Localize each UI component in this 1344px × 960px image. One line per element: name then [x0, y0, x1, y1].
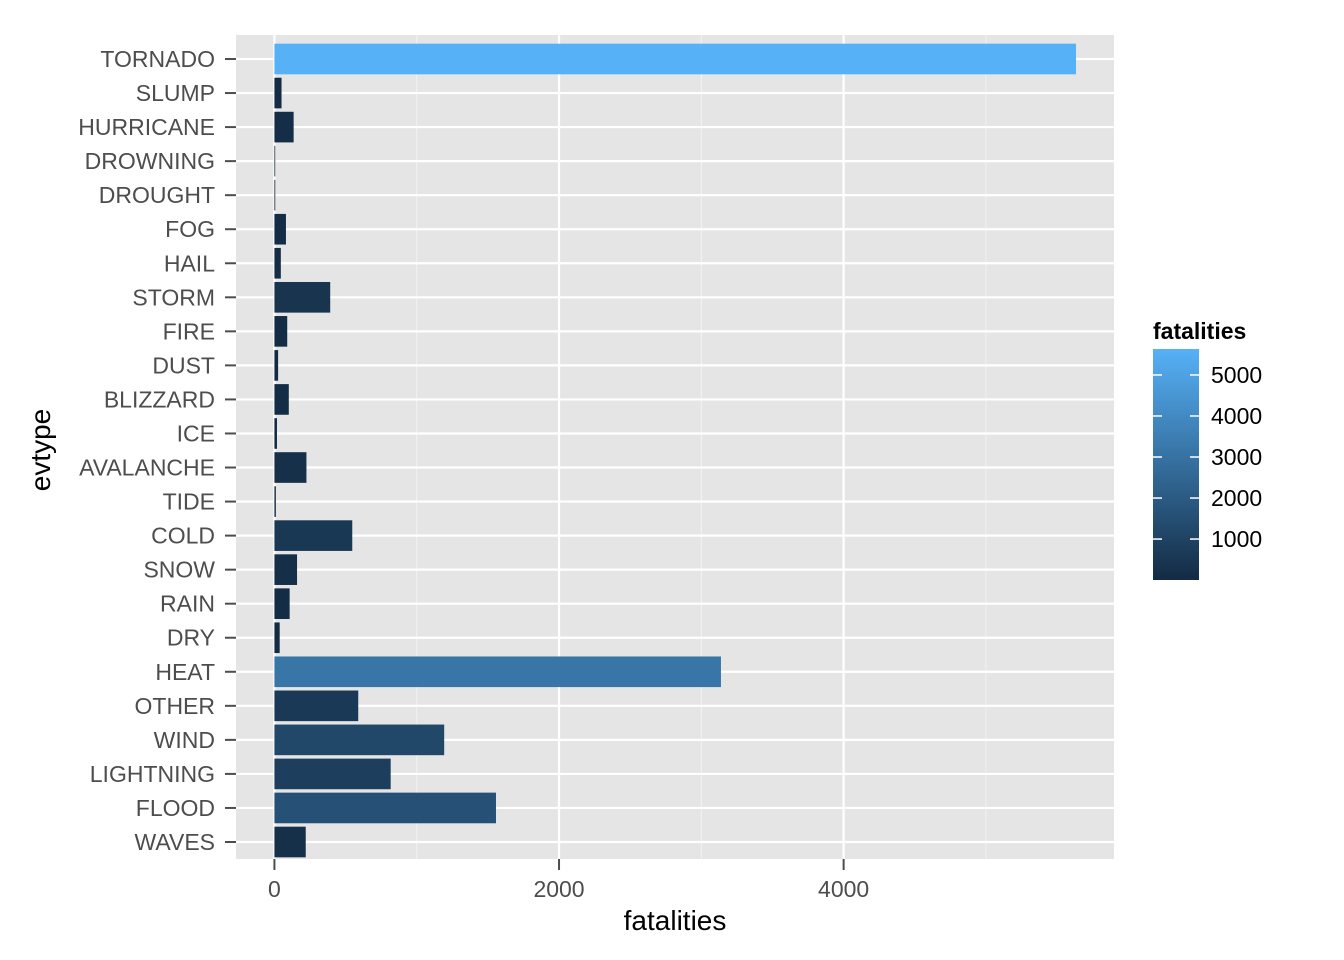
- bar-storm: [274, 281, 331, 313]
- y-tick-label: TORNADO: [100, 46, 215, 72]
- x-axis-title: fatalities: [624, 905, 727, 936]
- bar-waves: [274, 826, 306, 858]
- legend-ticks: 1000 2000 3000 4000 5000: [1153, 362, 1262, 552]
- y-tick-label: TIDE: [163, 489, 215, 515]
- y-tick-label: BLIZZARD: [104, 386, 215, 412]
- plot-panel: [236, 35, 1114, 859]
- legend: fatalities 1000 2000 3000 4000 5000: [1153, 318, 1262, 580]
- legend-tick-label: 4000: [1211, 403, 1262, 429]
- bar-drowning: [274, 145, 276, 177]
- y-tick-label: ICE: [177, 420, 215, 446]
- bar-wind: [274, 724, 445, 756]
- bar-other: [274, 690, 359, 722]
- y-tick-label: OTHER: [135, 693, 216, 719]
- bar-snow: [274, 554, 298, 585]
- y-tick-label: HEAT: [155, 659, 215, 685]
- y-tick-label: DROWNING: [85, 148, 215, 174]
- bar-dust: [274, 350, 279, 381]
- y-tick-label: WAVES: [134, 829, 215, 855]
- bar-fog: [274, 213, 286, 245]
- y-axis: TORNADO SLUMP HURRICANE DROWNING DROUGHT FOG H…: [78, 46, 236, 855]
- y-tick-label: DUST: [152, 352, 215, 378]
- y-tick-label: DROUGHT: [99, 182, 215, 208]
- y-tick-label: FIRE: [163, 318, 215, 344]
- y-tick-label: LIGHTNING: [90, 761, 215, 787]
- bar-flood: [274, 792, 496, 824]
- bar-lightning: [274, 758, 391, 790]
- bar-drought: [274, 179, 276, 211]
- legend-tick-label: 1000: [1211, 526, 1262, 552]
- y-tick-label: HURRICANE: [78, 114, 215, 140]
- y-tick-label: WIND: [154, 727, 215, 753]
- y-tick-label: COLD: [151, 523, 215, 549]
- bars: [274, 43, 1077, 858]
- legend-colorbar: [1153, 349, 1199, 580]
- x-tick-label: 2000: [533, 876, 584, 902]
- bar-blizzard: [274, 384, 289, 415]
- bar-hail: [274, 247, 281, 279]
- x-tick-label: 4000: [818, 876, 869, 902]
- bar-avalanche: [274, 452, 307, 483]
- y-tick-label: AVALANCHE: [79, 455, 215, 481]
- y-tick-label: STORM: [132, 284, 215, 310]
- bar-cold: [274, 520, 353, 551]
- y-tick-label: SLUMP: [136, 80, 215, 106]
- y-tick-label: SNOW: [143, 557, 215, 583]
- bar-hurricane: [274, 111, 294, 143]
- bar-heat: [274, 656, 721, 688]
- grid-major: [236, 35, 1114, 859]
- grid-minor: [416, 35, 987, 859]
- y-tick-label: FLOOD: [136, 795, 215, 821]
- bar-tide: [274, 486, 276, 517]
- y-tick-label: DRY: [167, 625, 215, 651]
- bar-fire: [274, 316, 288, 347]
- y-axis-title: evtype: [25, 409, 56, 492]
- legend-title: fatalities: [1153, 318, 1246, 344]
- y-tick-label: HAIL: [164, 250, 215, 276]
- bar-dry: [274, 622, 280, 654]
- legend-tick-label: 3000: [1211, 444, 1262, 470]
- x-axis: 0 2000 4000: [268, 859, 869, 902]
- y-tick-label: RAIN: [160, 591, 215, 617]
- legend-tick-label: 2000: [1211, 485, 1262, 511]
- bar-slump: [274, 77, 282, 109]
- x-tick-label: 0: [268, 876, 281, 902]
- bar-rain: [274, 588, 290, 620]
- bar-tornado: [274, 43, 1077, 75]
- legend-tick-label: 5000: [1211, 362, 1262, 388]
- bar-ice: [274, 418, 277, 449]
- y-tick-label: FOG: [165, 216, 215, 242]
